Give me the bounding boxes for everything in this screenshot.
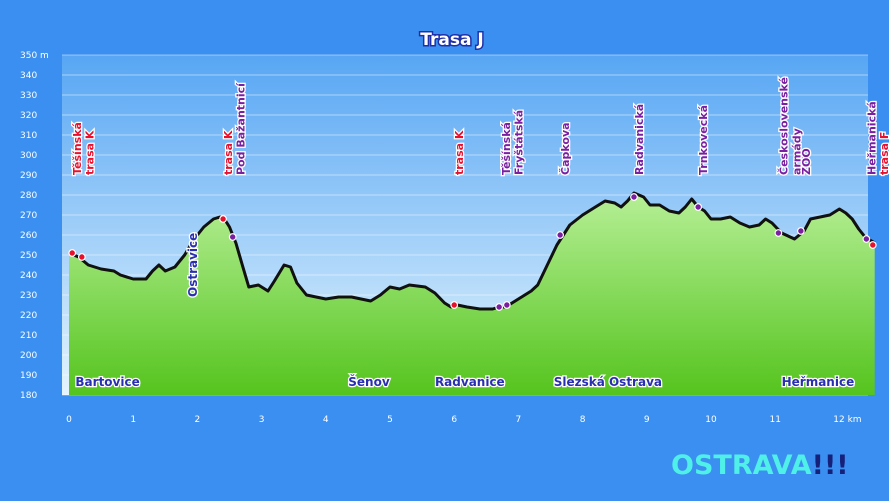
place-label: Ostravice	[186, 233, 200, 297]
stop-dot	[796, 227, 805, 235]
stop-label: Těšínská	[71, 122, 84, 175]
x-axis-ticks: 0 1 2 3 4 5 6 7 8 9 10 11 12 km	[66, 415, 861, 425]
place-label: Radvanice	[435, 375, 505, 389]
x-tick-label: 9	[644, 415, 650, 425]
y-tick-label: 220	[20, 311, 37, 321]
stop-dot	[495, 303, 504, 311]
logo-name: OSTRAVA	[671, 450, 812, 481]
elevation-area	[69, 193, 875, 395]
place-labels: Ostravice Bartovice Šenov Radvanice Slezská …	[74, 231, 855, 390]
place-label: Bartovice	[75, 375, 139, 389]
x-tick-label: 6	[451, 415, 457, 425]
y-tick-label: 280	[20, 191, 37, 201]
stop-label: Fryštátská	[513, 110, 526, 175]
stop-label: Čapkova	[559, 122, 572, 175]
y-tick-label: 190	[20, 371, 37, 381]
stop-dot	[862, 235, 871, 243]
svg-text:OSTRAVA!!!: OSTRAVA!!!	[671, 450, 849, 481]
y-tick-label: 340	[20, 71, 37, 81]
x-tick-label: 3	[259, 415, 265, 425]
stop-label: Heřmanická	[865, 101, 878, 175]
elevation-line	[68, 191, 876, 311]
y-tick-label: 320	[20, 111, 37, 121]
y-tick-label: 260	[20, 231, 37, 241]
y-tick-label: 270	[20, 211, 37, 221]
x-tick-label: 10	[705, 415, 717, 425]
y-tick-label: 230	[20, 291, 37, 301]
stop-dot	[774, 229, 783, 237]
stop-label: Těšínská	[500, 122, 513, 175]
y-tick-label: 290	[20, 171, 37, 181]
place-label: Heřmanice	[782, 375, 855, 389]
stop-dot	[868, 241, 877, 249]
y-tick-label: 210	[20, 331, 37, 341]
y-tick-label: 310	[20, 131, 37, 141]
stop-dot	[450, 301, 459, 309]
y-tick-label: 250	[20, 251, 37, 261]
y-tick-label: 180	[20, 391, 37, 401]
x-tick-label: 12 km	[833, 415, 861, 425]
y-tick-label: 350 m	[20, 51, 49, 61]
x-tick-label: 4	[323, 415, 329, 425]
stop-dot	[77, 253, 86, 261]
logo-suffix: !!!	[812, 450, 849, 481]
place-label: Slezská Ostrava	[554, 375, 662, 389]
stop-label: ZOO	[800, 148, 813, 175]
stop-dot	[556, 231, 565, 239]
y-tick-label: 240	[20, 271, 37, 281]
x-tick-label: 2	[195, 415, 201, 425]
place-label: Šenov	[348, 374, 390, 389]
ostrava-logo: OSTRAVA!!!	[671, 450, 849, 481]
stop-dot	[630, 193, 638, 201]
stop-label: Radvanická	[633, 104, 646, 175]
stop-dot	[694, 203, 703, 211]
stop-label: trasa K	[222, 130, 235, 175]
y-tick-label: 200	[20, 351, 37, 361]
stop-dot	[502, 301, 511, 309]
x-tick-label: 1	[130, 415, 136, 425]
stop-dot	[228, 233, 237, 241]
stop-dot	[68, 249, 77, 257]
y-tick-label: 330	[20, 91, 37, 101]
stop-label: Československéarmády	[777, 77, 803, 175]
x-tick-label: 7	[516, 415, 522, 425]
chart-title: Trasa J	[420, 30, 483, 50]
stop-label: Trnkovecká	[697, 105, 710, 175]
y-tick-label: 300	[20, 151, 37, 161]
stop-label: Pod Bažantnicí	[235, 82, 248, 175]
y-axis-ticks: 180 190 200 210 220 230 240 250 260 270 280 290 300 3…	[20, 51, 49, 401]
stop-dot	[219, 215, 227, 223]
x-tick-label: 11	[769, 415, 780, 425]
x-tick-label: 5	[387, 415, 393, 425]
stop-label: trasa K	[84, 130, 97, 175]
x-tick-label: 0	[66, 415, 72, 425]
x-tick-label: 8	[580, 415, 586, 425]
stop-label: trasa F	[878, 132, 889, 175]
stop-label: trasa K	[453, 130, 466, 175]
stop-markers	[68, 193, 877, 311]
